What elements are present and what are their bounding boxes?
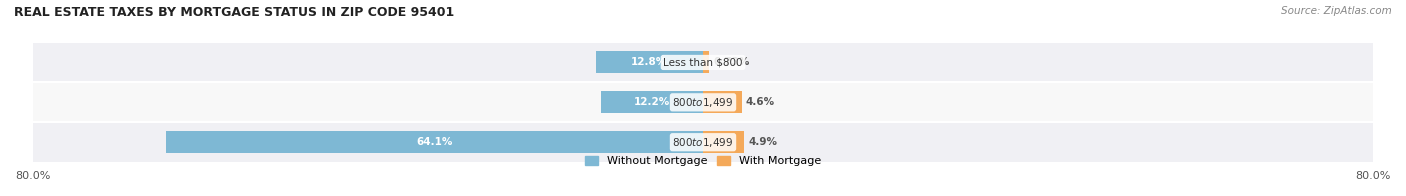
- Text: 12.2%: 12.2%: [634, 97, 671, 107]
- Text: 0.73%: 0.73%: [713, 57, 749, 67]
- Bar: [600, 91, 703, 113]
- Text: $800 to $1,499: $800 to $1,499: [672, 136, 734, 149]
- Text: 64.1%: 64.1%: [416, 137, 453, 147]
- Text: Less than $800: Less than $800: [664, 57, 742, 67]
- Bar: [32, 122, 1374, 162]
- Text: $800 to $1,499: $800 to $1,499: [672, 96, 734, 109]
- Bar: [703, 52, 709, 74]
- Bar: [32, 43, 1374, 82]
- Bar: [703, 91, 741, 113]
- Bar: [32, 82, 1374, 122]
- Bar: [703, 131, 744, 153]
- Text: 4.6%: 4.6%: [745, 97, 775, 107]
- Text: 12.8%: 12.8%: [631, 57, 668, 67]
- Text: Source: ZipAtlas.com: Source: ZipAtlas.com: [1281, 6, 1392, 16]
- Text: REAL ESTATE TAXES BY MORTGAGE STATUS IN ZIP CODE 95401: REAL ESTATE TAXES BY MORTGAGE STATUS IN …: [14, 6, 454, 19]
- Bar: [166, 131, 703, 153]
- Bar: [596, 52, 703, 74]
- Legend: Without Mortgage, With Mortgage: Without Mortgage, With Mortgage: [581, 152, 825, 171]
- Text: 4.9%: 4.9%: [748, 137, 778, 147]
